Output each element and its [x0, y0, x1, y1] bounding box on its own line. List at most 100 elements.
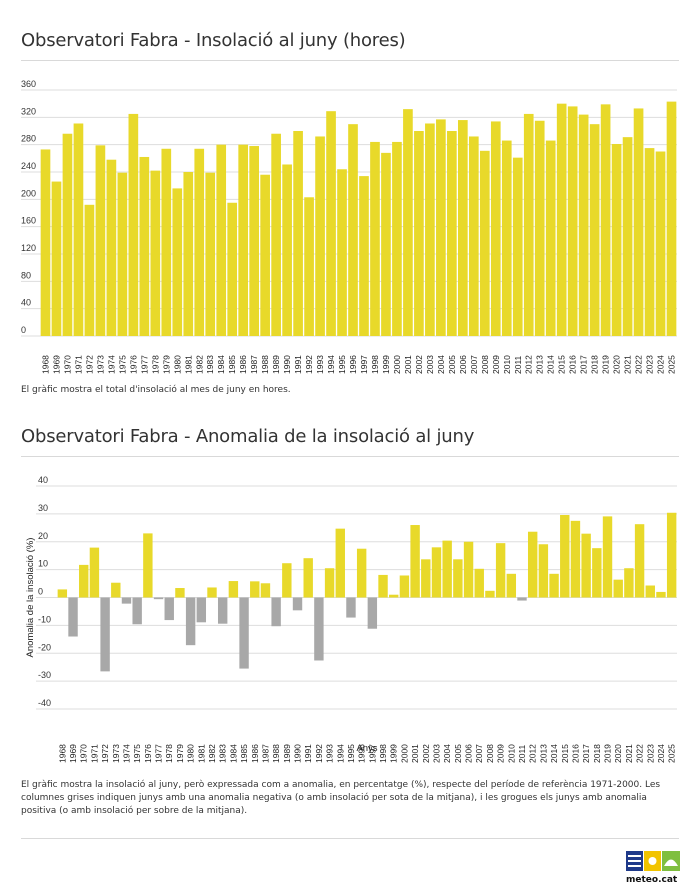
bar: [326, 111, 336, 336]
bar: [260, 583, 271, 598]
bar: [367, 597, 378, 629]
x-tick-label: 1980: [172, 355, 182, 374]
x-tick-label: 1989: [282, 744, 292, 763]
x-tick-label: 1991: [303, 744, 313, 763]
bar: [359, 176, 369, 336]
x-tick-label: 1969: [68, 744, 78, 763]
bar: [613, 579, 623, 598]
y-tick-label: 160: [21, 216, 36, 226]
bar: [556, 103, 567, 337]
x-tick-label: 2023: [645, 744, 655, 763]
bar: [545, 140, 556, 336]
bar: [392, 141, 402, 336]
divider: [21, 456, 679, 457]
bar: [506, 573, 517, 598]
bar: [304, 197, 314, 336]
bar: [132, 597, 142, 625]
y-tick-label: 280: [21, 134, 36, 144]
bar: [666, 101, 677, 336]
bar: [62, 133, 73, 336]
y-tick-label: 120: [21, 243, 36, 253]
x-tick-label: 2019: [603, 744, 613, 763]
bar: [666, 512, 677, 598]
bar: [611, 143, 622, 336]
x-tick-label: 2018: [590, 355, 600, 374]
x-tick-label: 1970: [62, 355, 72, 374]
bar: [337, 169, 347, 336]
x-tick-label: 2011: [517, 744, 527, 763]
x-tick-label: 2001: [410, 744, 420, 763]
bar: [644, 148, 655, 336]
x-tick-label: 2016: [570, 744, 580, 763]
bar: [600, 104, 611, 336]
bar: [634, 524, 645, 598]
y-tick-label: 0: [21, 325, 26, 335]
bar: [534, 120, 545, 336]
y-tick-label: -40: [38, 698, 51, 708]
logo-icon: [626, 851, 680, 871]
x-tick-label: 2021: [623, 355, 633, 374]
y-tick-label: -20: [38, 642, 51, 652]
divider: [21, 838, 679, 839]
x-tick-label: 1987: [260, 744, 270, 763]
x-tick-label: 1986: [238, 355, 248, 374]
x-tick-label: 1972: [84, 355, 94, 374]
x-tick-label: 1998: [378, 744, 388, 763]
x-tick-label: 2002: [414, 355, 424, 374]
x-tick-label: 1990: [282, 355, 292, 374]
y-tick-label: 30: [38, 503, 48, 513]
x-tick-label: 1989: [271, 355, 281, 374]
x-tick-label: 2007: [474, 744, 484, 763]
logo-text: meteo.cat: [626, 875, 678, 885]
bar: [68, 597, 78, 637]
bar: [421, 559, 431, 598]
x-tick-label: 2003: [425, 355, 435, 374]
x-tick-label: 1999: [381, 355, 391, 374]
x-tick-label: 1988: [260, 355, 270, 374]
x-tick-label: 2009: [491, 355, 501, 374]
x-tick-label: 1987: [249, 355, 259, 374]
bar: [260, 174, 270, 336]
x-tick-label: 2002: [421, 744, 431, 763]
bar: [490, 121, 501, 336]
bar: [84, 204, 95, 336]
x-tick-label: 2011: [513, 355, 523, 374]
bar: [271, 597, 281, 627]
y-tick-label: -10: [38, 614, 51, 624]
bar: [185, 597, 196, 646]
bar: [348, 124, 358, 337]
x-tick-label: 2023: [645, 355, 655, 374]
bar: [106, 159, 117, 336]
x-tick-label: 1974: [106, 355, 116, 374]
x-tick-label: 1984: [216, 355, 226, 374]
bar: [111, 582, 121, 598]
y-axis-label: Anomalia de la insolació (%): [25, 538, 36, 658]
meteocat-logo[interactable]: meteo.cat: [626, 851, 680, 885]
x-tick-label: 1990: [293, 744, 303, 763]
bar: [458, 120, 468, 336]
bar: [249, 146, 259, 336]
bar: [40, 149, 51, 336]
x-tick-label: 2015: [560, 744, 570, 763]
x-tick-label: 2017: [579, 355, 589, 374]
bar: [293, 131, 303, 336]
bar: [139, 156, 150, 336]
y-tick-label: 10: [38, 559, 48, 569]
x-tick-label: 1982: [207, 744, 217, 763]
bar: [73, 123, 84, 336]
x-tick-label: 2015: [557, 355, 567, 374]
x-tick-label: 2000: [399, 744, 409, 763]
bar: [143, 533, 153, 598]
bar: [324, 568, 335, 598]
bar: [153, 597, 164, 600]
x-tick-label: 1968: [57, 744, 67, 763]
bar: [479, 150, 490, 336]
x-tick-label: 2016: [568, 355, 578, 374]
y-tick-label: 40: [38, 475, 48, 485]
bar: [624, 568, 634, 598]
bar: [207, 587, 217, 598]
x-tick-label: 2005: [447, 355, 457, 374]
x-tick-label: 1985: [227, 355, 237, 374]
x-tick-label: 1991: [293, 355, 303, 374]
bar: [117, 172, 128, 336]
